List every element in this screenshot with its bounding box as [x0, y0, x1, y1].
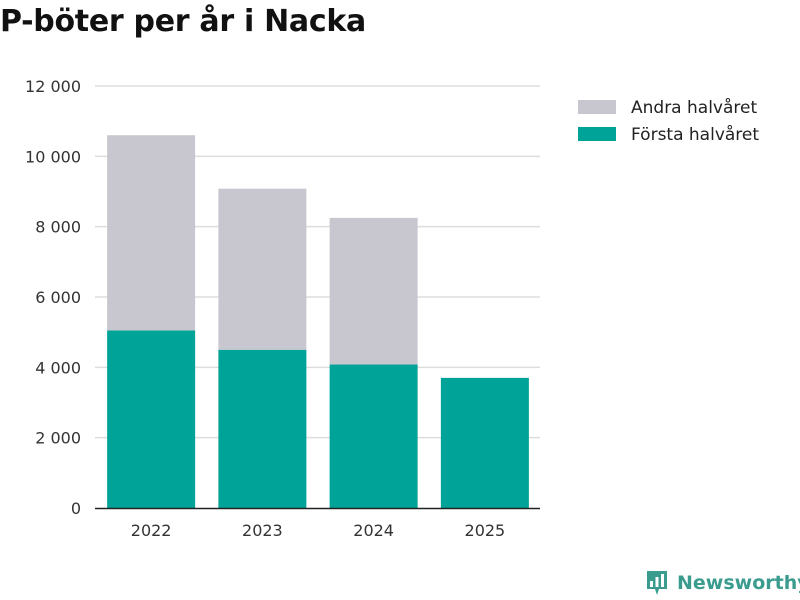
brand-footer: Newsworthy	[645, 569, 800, 597]
legend-swatch	[578, 100, 616, 114]
x-axis-ticks: 2022 2023 2024 2025	[131, 521, 505, 540]
bar-2024-forsta-halvaret[interactable]	[329, 364, 418, 508]
y-axis-ticks: 0 2 000 4 000 6 000 8 000 10 000 12 000	[25, 77, 81, 518]
legend-label[interactable]: Andra halvåret	[631, 97, 757, 118]
y-tick-label: 12 000	[25, 77, 81, 96]
x-tick-label: 2025	[465, 521, 506, 540]
bar-2022-forsta-halvaret[interactable]	[107, 330, 196, 508]
x-tick-label: 2024	[353, 521, 394, 540]
y-tick-label: 6 000	[35, 288, 81, 307]
x-tick-label: 2022	[131, 521, 172, 540]
y-tick-label: 8 000	[35, 218, 81, 237]
y-tick-label: 2 000	[35, 429, 81, 448]
y-tick-label: 10 000	[25, 147, 81, 166]
legend-swatch	[578, 127, 616, 141]
bar-2022-andra-halvaret[interactable]	[107, 135, 196, 331]
bar-2023-forsta-halvaret[interactable]	[218, 349, 307, 508]
bars	[107, 135, 529, 508]
chart-title: P-böter per år i Nacka	[0, 4, 366, 39]
newsworthy-logo-icon	[647, 571, 667, 595]
legend-label[interactable]: Första halvåret	[631, 124, 759, 145]
y-tick-label: 4 000	[35, 358, 81, 377]
legend[interactable]: Andra halvåret Första halvåret	[578, 97, 759, 145]
x-tick-label: 2023	[242, 521, 283, 540]
bar-2025-forsta-halvaret[interactable]	[440, 377, 529, 508]
y-tick-label: 0	[71, 499, 81, 518]
bar-2024-andra-halvaret[interactable]	[329, 217, 418, 365]
brand-name: Newsworthy	[677, 572, 800, 594]
bar-2023-andra-halvaret[interactable]	[218, 188, 307, 350]
